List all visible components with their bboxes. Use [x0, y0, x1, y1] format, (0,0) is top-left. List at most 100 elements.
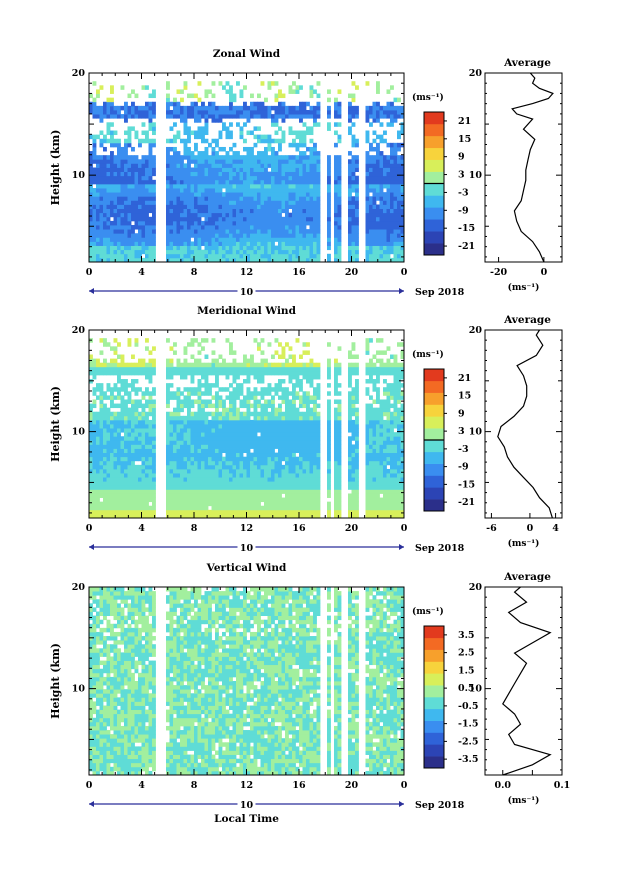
heatmap-cell	[166, 452, 170, 458]
heatmap-cell	[365, 257, 370, 263]
heatmap-cell	[246, 440, 251, 445]
heatmap-cell	[260, 192, 265, 197]
heatmap-cell	[106, 362, 111, 368]
heatmap-cell	[176, 175, 181, 181]
heatmap-cell	[183, 403, 188, 409]
heatmap-cell	[183, 118, 188, 123]
heatmap-cell	[271, 216, 275, 222]
heatmap-cell	[309, 114, 314, 119]
heatmap-cell	[204, 163, 209, 168]
heatmap-cell	[197, 188, 202, 193]
heatmap-cell	[232, 350, 237, 355]
heatmap-cell	[250, 497, 254, 503]
heatmap-cell	[397, 130, 401, 136]
heatmap-cell	[288, 403, 293, 409]
heatmap-cell	[173, 370, 177, 376]
heatmap-cell	[218, 419, 223, 425]
heatmap-cell	[316, 204, 321, 209]
heatmap-cell	[278, 489, 282, 494]
heatmap-cell	[355, 229, 359, 234]
heatmap-cell	[218, 362, 223, 368]
heatmap-cell	[187, 163, 191, 168]
heatmap-cell	[138, 142, 142, 148]
heatmap-cell	[145, 366, 149, 372]
heatmap-cell	[138, 204, 142, 209]
heatmap-cell	[348, 196, 352, 201]
heatmap-cell	[397, 171, 401, 177]
heatmap-cell	[92, 513, 97, 519]
heatmap-cell	[187, 229, 191, 234]
heatmap-cell	[376, 118, 380, 123]
heatmap-cell	[145, 241, 149, 246]
heatmap-cell	[246, 464, 251, 470]
heatmap-cell	[257, 212, 261, 218]
heatmap-cell	[92, 436, 97, 441]
heatmap-cell	[306, 130, 310, 136]
heatmap-cell	[222, 501, 226, 507]
heatmap-cell	[243, 399, 247, 404]
heatmap-cell	[145, 415, 149, 421]
heatmap-cell	[89, 403, 93, 409]
heatmap-cell	[285, 513, 289, 519]
heatmap-cell	[124, 249, 128, 255]
heatmap-cell	[274, 204, 279, 209]
heatmap-cell	[250, 179, 254, 185]
heatmap-cell	[225, 485, 230, 490]
heatmap-cell	[117, 109, 121, 115]
heatmap-cell	[99, 407, 104, 413]
heatmap-cell	[92, 419, 97, 425]
heatmap-cell	[190, 424, 195, 429]
heatmap-cell	[379, 237, 384, 242]
heatmap-cell	[180, 444, 184, 449]
y-axis-label: Height (km)	[49, 130, 62, 206]
heatmap-cell	[260, 407, 265, 413]
heatmap-cell	[274, 440, 279, 445]
heatmap-cell	[278, 436, 282, 441]
heatmap-cell	[134, 237, 139, 242]
heatmap-cell	[176, 151, 181, 156]
heatmap-cell	[176, 509, 181, 515]
heatmap-cell	[120, 171, 125, 177]
heatmap-cell	[211, 245, 216, 251]
heatmap-cell	[292, 159, 296, 164]
heatmap-cell	[253, 366, 258, 372]
heatmap-cell	[173, 432, 177, 437]
heatmap-cell	[124, 179, 128, 185]
heatmap-cell	[278, 473, 282, 478]
heatmap-cell	[218, 130, 223, 136]
heatmap-cell	[176, 208, 181, 214]
heatmap-cell	[225, 419, 230, 425]
heatmap-cell	[246, 155, 251, 160]
heatmap-cell	[134, 342, 139, 347]
heatmap-cell	[295, 130, 300, 136]
heatmap-cell	[113, 424, 118, 429]
heatmap-cell	[232, 241, 237, 246]
heatmap-cell	[92, 249, 97, 255]
heatmap-cell	[229, 93, 233, 99]
heatmap-cell	[124, 109, 128, 115]
heatmap-cell	[285, 411, 289, 417]
heatmap-cell	[208, 159, 212, 164]
heatmap-cell	[243, 175, 247, 181]
heatmap-cell	[327, 245, 331, 251]
heatmap-cell	[173, 237, 177, 242]
heatmap-cell	[288, 220, 293, 226]
heatmap-cell	[285, 233, 289, 238]
heatmap-cell	[225, 225, 230, 230]
heatmap-cell	[243, 444, 247, 449]
heatmap-cell	[190, 464, 195, 470]
heatmap-cell	[145, 212, 149, 218]
heatmap-cell	[379, 175, 384, 181]
heatmap-cell	[176, 225, 181, 230]
heatmap-cell	[232, 196, 237, 201]
heatmap-cell	[281, 159, 286, 164]
heatmap-cell	[134, 448, 139, 454]
heatmap-cell	[400, 196, 405, 201]
heatmap-cell	[334, 220, 338, 226]
heatmap-cell	[92, 489, 97, 494]
heatmap-cell	[334, 233, 338, 238]
heatmap-cell	[173, 220, 177, 226]
heatmap-cell	[141, 237, 146, 242]
heatmap-cell	[232, 159, 237, 164]
heatmap-cell	[246, 489, 251, 494]
